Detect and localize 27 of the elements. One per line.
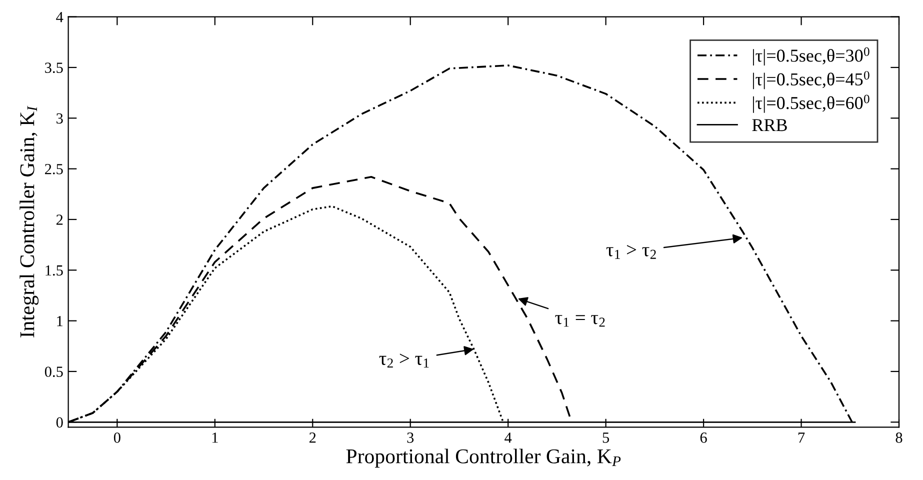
legend-label: |τ|=0.5sec,θ=60$^{0}$ <box>753 94 870 113</box>
legend-label: |τ|=0.5sec,θ=30$^{0}$ <box>753 47 870 66</box>
x-tick-label: 6 <box>700 432 707 443</box>
x-tick-label: 3 <box>407 432 414 443</box>
y-tick-label: 1 <box>57 316 63 326</box>
y-tick-label: 2.5 <box>45 164 63 174</box>
x-tick-label: 0 <box>114 432 120 443</box>
x-axis-title: Proportional Controller Gain, K$_{P}$ <box>346 448 621 468</box>
y-tick-label: 0.5 <box>44 366 63 377</box>
annotation: τ$_{1}$ = τ$_{2}$ <box>555 315 605 327</box>
legend-label: |τ|=0.5sec,θ=45$^{0}$ <box>753 71 870 90</box>
y-tick-label: 2 <box>56 214 63 225</box>
y-tick-label: 3 <box>56 113 63 124</box>
legend-label: RRB <box>752 119 787 132</box>
y-tick-label: 1.5 <box>46 265 63 276</box>
y-axis-title: Integral Controller Gain, K$_{I}$ <box>20 106 39 338</box>
x-tick-label: 7 <box>798 432 805 443</box>
x-tick-label: 2 <box>309 432 316 443</box>
y-tick-label: 4 <box>56 12 64 22</box>
y-tick-label: 0 <box>56 417 63 428</box>
x-tick-label: 4 <box>504 432 512 443</box>
annotation: τ$_{2}$ > τ$_{1}$ <box>379 354 429 368</box>
y-tick-label: 3.5 <box>45 62 63 73</box>
x-tick-label: 5 <box>602 432 610 443</box>
x-tick-label: 8 <box>896 432 902 443</box>
x-tick-label: 1 <box>212 432 218 443</box>
annotation: τ$_{1}$ > τ$_{2}$ <box>606 244 656 259</box>
